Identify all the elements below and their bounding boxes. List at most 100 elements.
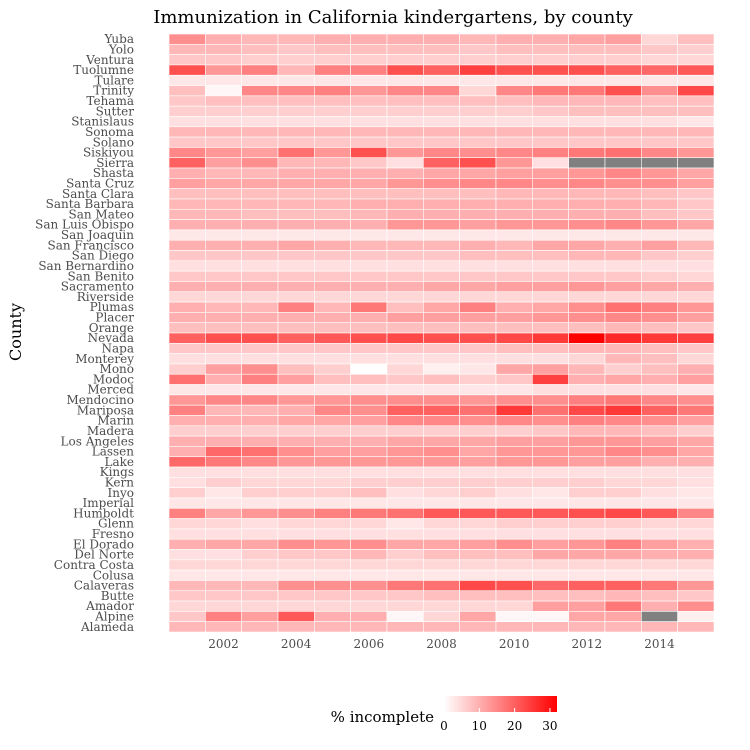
heatmap-cell	[677, 126, 715, 138]
heatmap-cell	[495, 270, 533, 282]
heatmap-cell	[641, 415, 678, 427]
heatmap-cell	[168, 208, 206, 220]
heatmap-cell	[423, 291, 460, 303]
heatmap-cell	[314, 435, 351, 447]
heatmap-cell	[205, 404, 242, 416]
heatmap-cell	[459, 600, 497, 612]
heatmap-cell	[495, 394, 533, 406]
heatmap-cell	[423, 580, 460, 592]
heatmap-cell	[314, 559, 351, 571]
heatmap-cell	[277, 312, 315, 323]
heatmap-cell	[495, 611, 533, 622]
heatmap-cell	[241, 343, 279, 354]
heatmap-cell	[641, 178, 678, 189]
heatmap-cell	[641, 291, 678, 303]
heatmap-cell	[423, 301, 460, 313]
heatmap-cell	[532, 178, 569, 189]
heatmap-cell	[314, 487, 351, 499]
heatmap-cell	[604, 229, 642, 241]
heatmap-cell	[495, 74, 533, 86]
heatmap-cell	[532, 394, 569, 406]
heatmap-cell	[168, 312, 206, 323]
heatmap-cell	[205, 301, 242, 313]
heatmap-cell	[459, 116, 497, 128]
heatmap-cell	[641, 343, 678, 354]
heatmap-cell	[532, 54, 569, 66]
county-label: Modoc	[93, 372, 134, 386]
heatmap-cell	[604, 477, 642, 488]
heatmap-cell	[532, 528, 569, 540]
heatmap-cell	[314, 507, 351, 519]
heatmap-cell	[495, 44, 533, 55]
heatmap-cell	[677, 167, 715, 179]
heatmap-cell	[350, 64, 388, 76]
heatmap-cell	[459, 178, 497, 189]
heatmap-cell	[168, 85, 206, 97]
heatmap-cell	[205, 167, 242, 179]
heatmap-cell	[459, 105, 497, 117]
heatmap-cell	[205, 312, 242, 323]
heatmap-cell	[168, 404, 206, 416]
heatmap-cell	[350, 528, 388, 540]
heatmap-cell	[168, 229, 206, 241]
heatmap-cell	[314, 281, 351, 293]
heatmap-cell	[205, 281, 242, 293]
heatmap-cell	[495, 446, 533, 458]
heatmap-cell	[641, 477, 678, 488]
heatmap-cell	[677, 621, 715, 633]
heatmap-cell	[386, 250, 424, 262]
heatmap-cell	[205, 373, 242, 385]
heatmap-cell	[277, 373, 315, 385]
county-label: Mendocino	[66, 393, 134, 407]
heatmap-cell	[459, 33, 497, 45]
heatmap-cell	[205, 291, 242, 303]
heatmap-cell	[423, 487, 460, 499]
heatmap-cell	[423, 116, 460, 128]
heatmap-cell	[314, 64, 351, 76]
heatmap-cell	[277, 611, 315, 622]
heatmap-cell	[350, 373, 388, 385]
heatmap-cell	[568, 270, 606, 282]
heatmap-cell	[386, 507, 424, 519]
heatmap-cell	[386, 394, 424, 406]
heatmap-cell	[459, 85, 497, 97]
heatmap-cell	[641, 260, 678, 272]
heatmap-cell	[277, 229, 315, 241]
heatmap-cell	[604, 33, 642, 45]
heatmap-cell	[568, 435, 606, 447]
heatmap-cell	[205, 456, 242, 468]
heatmap-cell	[277, 343, 315, 354]
county-label: Mono	[100, 362, 134, 376]
heatmap-cell	[350, 208, 388, 220]
heatmap-cell	[314, 580, 351, 592]
heatmap-cell	[205, 157, 242, 169]
heatmap-cell	[314, 600, 351, 612]
heatmap-cell	[168, 105, 206, 117]
heatmap-cell	[350, 85, 388, 97]
heatmap-cell	[495, 621, 533, 633]
heatmap-cell	[205, 208, 242, 220]
heatmap-cell	[277, 188, 315, 200]
heatmap-cell	[168, 600, 206, 612]
heatmap-cell	[677, 466, 715, 478]
heatmap-cell	[495, 322, 533, 334]
heatmap-cell	[532, 580, 569, 592]
heatmap-cell	[168, 167, 206, 179]
heatmap-cell	[277, 105, 315, 117]
heatmap-cell	[386, 229, 424, 241]
heatmap-cell	[314, 446, 351, 458]
heatmap-cell	[532, 343, 569, 354]
heatmap-cell	[350, 497, 388, 509]
heatmap-cell	[677, 353, 715, 365]
heatmap-cell	[423, 147, 460, 159]
heatmap-cell	[277, 497, 315, 509]
heatmap-cell	[459, 136, 497, 148]
heatmap-cell	[423, 621, 460, 633]
heatmap-cell	[641, 332, 678, 344]
heatmap-cell	[495, 147, 533, 159]
heatmap-cell	[423, 188, 460, 200]
heatmap-cell	[350, 126, 388, 138]
heatmap-cell	[168, 301, 206, 313]
heatmap-cell	[459, 219, 497, 231]
heatmap-cell	[568, 477, 606, 488]
